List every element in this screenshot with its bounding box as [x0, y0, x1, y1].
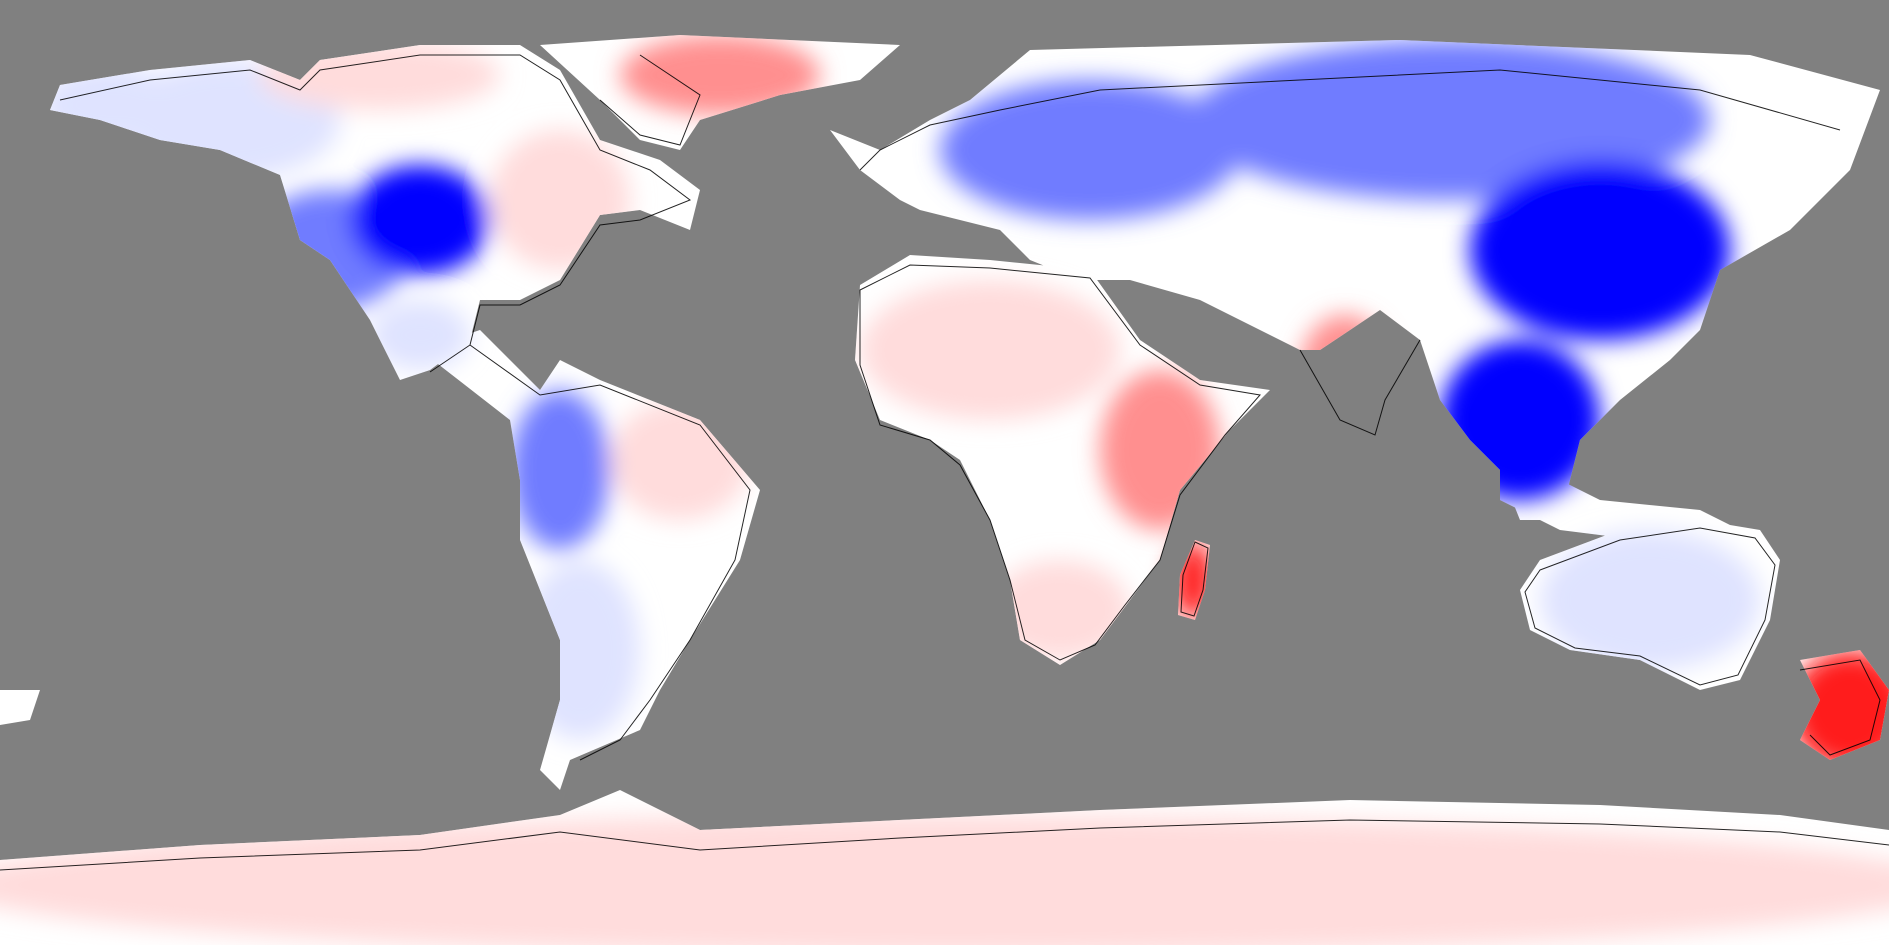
- region-east-asia: [1470, 160, 1730, 340]
- region-mexico: [370, 300, 470, 370]
- region-great-plains: [350, 165, 490, 275]
- region-australia: [1540, 530, 1760, 670]
- region-western-south-america: [510, 390, 610, 550]
- region-siberia: [1190, 40, 1710, 200]
- region-southern-africa: [990, 560, 1130, 660]
- coastlines: [0, 54, 1889, 871]
- region-greenland: [620, 35, 820, 115]
- region-new-zealand: [1790, 650, 1889, 770]
- region-sahara: [860, 280, 1120, 420]
- region-europe: [940, 80, 1240, 220]
- region-antarctica: [0, 815, 1889, 945]
